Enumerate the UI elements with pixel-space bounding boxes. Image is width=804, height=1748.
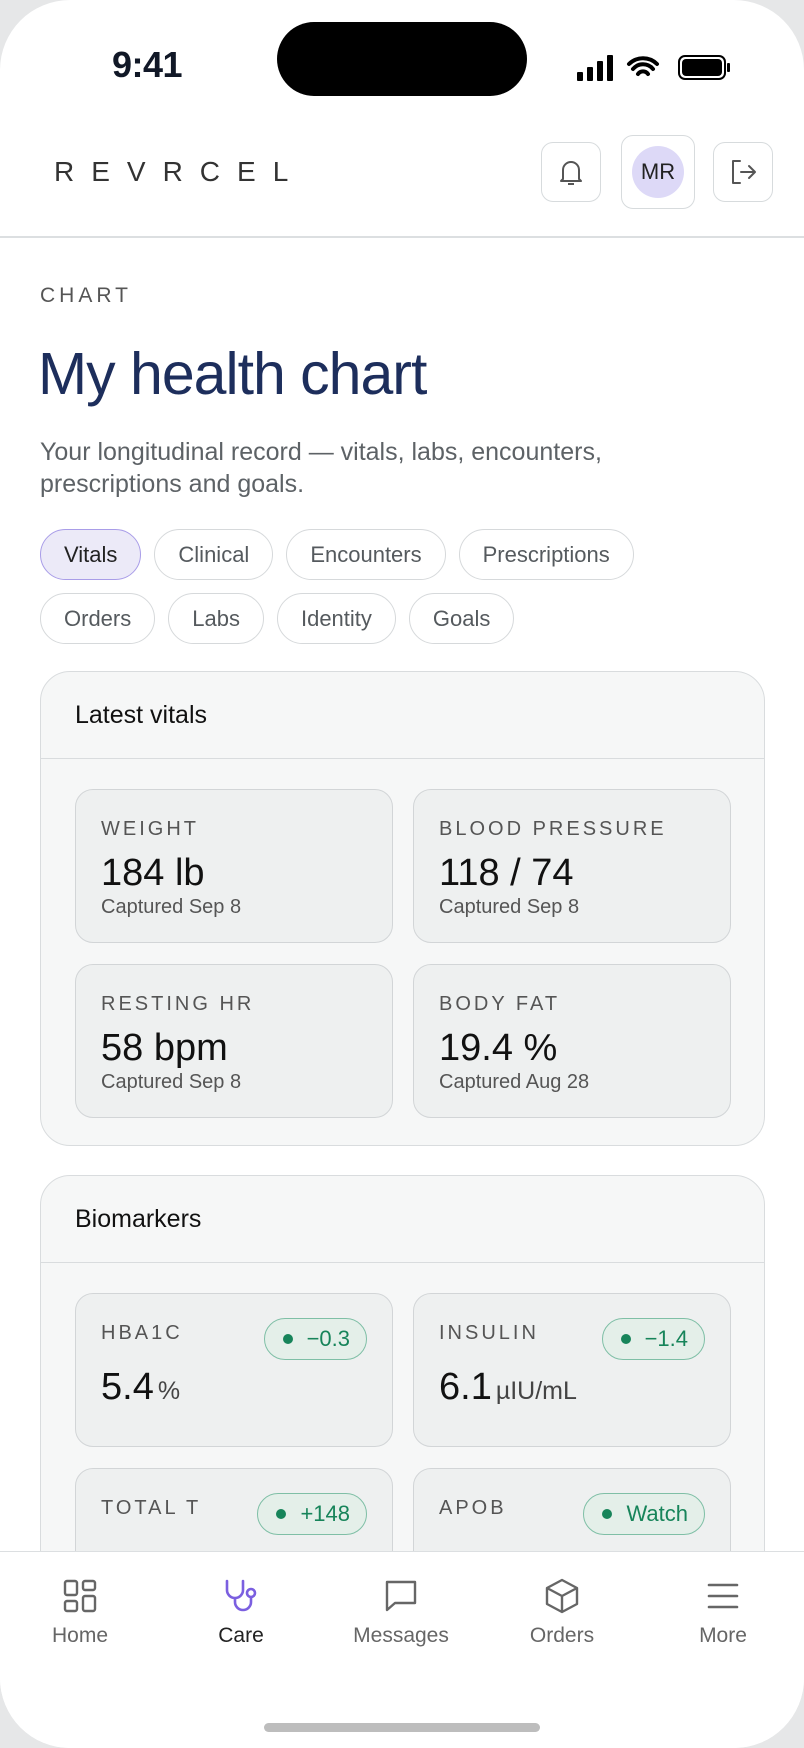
tile-caption: Captured Aug 28 bbox=[439, 1071, 590, 1093]
tile-caption: Captured Sep 8 bbox=[101, 1071, 242, 1093]
tile-value: 118 / 74 bbox=[439, 852, 574, 894]
trend-badge: +148 bbox=[257, 1493, 367, 1535]
trend-badge: −1.4 bbox=[601, 1318, 705, 1360]
tile-label: BLOOD PRESSURE bbox=[439, 818, 667, 840]
logout-icon bbox=[732, 160, 756, 184]
nav-messages[interactable]: Messages bbox=[331, 1578, 471, 1648]
value-unit: µIU/mL bbox=[495, 1377, 577, 1405]
card-title: Latest vitals bbox=[41, 672, 764, 759]
tile-value: 6.1 µIU/mL bbox=[439, 1366, 577, 1409]
status-time: 9:41 bbox=[112, 44, 183, 85]
value-number: 5.4 bbox=[101, 1366, 154, 1408]
tab-list: Vitals Clinical Encounters Prescriptions Ord… bbox=[40, 529, 760, 644]
bottom-nav: Home Care Messages Orders More bbox=[0, 1551, 804, 1748]
nav-label: Home bbox=[51, 1624, 109, 1647]
tab[interactable]: Goals bbox=[408, 593, 515, 644]
tab[interactable]: Vitals bbox=[40, 529, 142, 580]
tile-value: 5.4% bbox=[101, 1366, 180, 1409]
page-title: My health chart bbox=[38, 341, 427, 407]
nav-orders[interactable]: Orders bbox=[492, 1578, 632, 1648]
vital-tile: RESTING HR 58 bpm Captured Sep 8 bbox=[75, 964, 393, 1118]
trend-badge: Watch bbox=[583, 1493, 705, 1535]
tile-label: BODY FAT bbox=[439, 993, 561, 1015]
care-icon bbox=[225, 1579, 257, 1612]
tab[interactable]: Labs bbox=[168, 593, 264, 644]
tile-caption: Captured Sep 8 bbox=[439, 896, 580, 918]
home-icon bbox=[63, 1579, 97, 1613]
notifications-button[interactable] bbox=[541, 142, 601, 202]
card-title: Biomarkers bbox=[41, 1176, 764, 1263]
more-icon bbox=[707, 1583, 739, 1609]
tile-value: 184 lb bbox=[101, 852, 205, 894]
vital-tile: BODY FAT 19.4 % Captured Aug 28 bbox=[413, 964, 731, 1118]
nav-home[interactable]: Home bbox=[10, 1578, 150, 1648]
tab[interactable]: Encounters bbox=[286, 529, 446, 580]
biomarker-tile: INSULIN −1.4 6.1 µIU/mL bbox=[413, 1293, 731, 1447]
section-label: CHART bbox=[40, 284, 132, 307]
tile-label: TOTAL T bbox=[101, 1497, 202, 1519]
logout-button[interactable] bbox=[713, 142, 773, 202]
nav-label: Care bbox=[218, 1624, 264, 1647]
avatar: MR bbox=[632, 146, 684, 198]
tile-caption: Captured Sep 8 bbox=[101, 896, 242, 918]
tile-label: INSULIN bbox=[439, 1322, 539, 1344]
tile-value: 58 bpm bbox=[101, 1027, 228, 1069]
value-number: 6.1 bbox=[439, 1366, 492, 1408]
trend-badge: −0.3 bbox=[263, 1318, 367, 1360]
value-unit: % bbox=[157, 1377, 181, 1405]
tab[interactable]: Prescriptions bbox=[458, 529, 634, 580]
tile-label: RESTING HR bbox=[101, 993, 255, 1015]
home-indicator bbox=[264, 1723, 540, 1732]
page-subtitle: Your longitudinal record — vitals, labs,… bbox=[40, 438, 602, 498]
tile-label: HBA1C bbox=[101, 1322, 183, 1344]
tile-label: APOB bbox=[439, 1497, 507, 1519]
vital-tile: BLOOD PRESSURE 118 / 74 Captured Sep 8 bbox=[413, 789, 731, 943]
nav-care[interactable]: Care bbox=[171, 1578, 311, 1648]
messages-icon bbox=[385, 1580, 417, 1612]
tile-label: WEIGHT bbox=[101, 818, 199, 840]
tab[interactable]: Orders bbox=[40, 593, 156, 644]
tab[interactable]: Identity bbox=[276, 593, 396, 644]
vital-tile: WEIGHT 184 lb Captured Sep 8 bbox=[75, 789, 393, 943]
nav-label: Orders bbox=[529, 1624, 595, 1647]
tile-value: 19.4 % bbox=[439, 1027, 558, 1069]
vitals-card: Latest vitals WEIGHT 184 lb Captured Sep 8… bbox=[40, 671, 765, 1146]
tab[interactable]: Clinical bbox=[154, 529, 274, 580]
brand-logo[interactable]: REVRCEL bbox=[54, 156, 306, 187]
nav-label: More bbox=[699, 1624, 747, 1647]
header-divider bbox=[0, 236, 804, 238]
biomarker-tile: HBA1C −0.3 5.4% bbox=[75, 1293, 393, 1447]
bell-icon bbox=[560, 161, 582, 185]
status-icons bbox=[577, 55, 730, 81]
nav-more[interactable]: More bbox=[653, 1578, 793, 1648]
nav-label: Messages bbox=[353, 1624, 449, 1647]
dynamic-island bbox=[277, 22, 527, 96]
orders-icon bbox=[545, 1578, 579, 1614]
account-button[interactable]: MR bbox=[621, 135, 695, 209]
